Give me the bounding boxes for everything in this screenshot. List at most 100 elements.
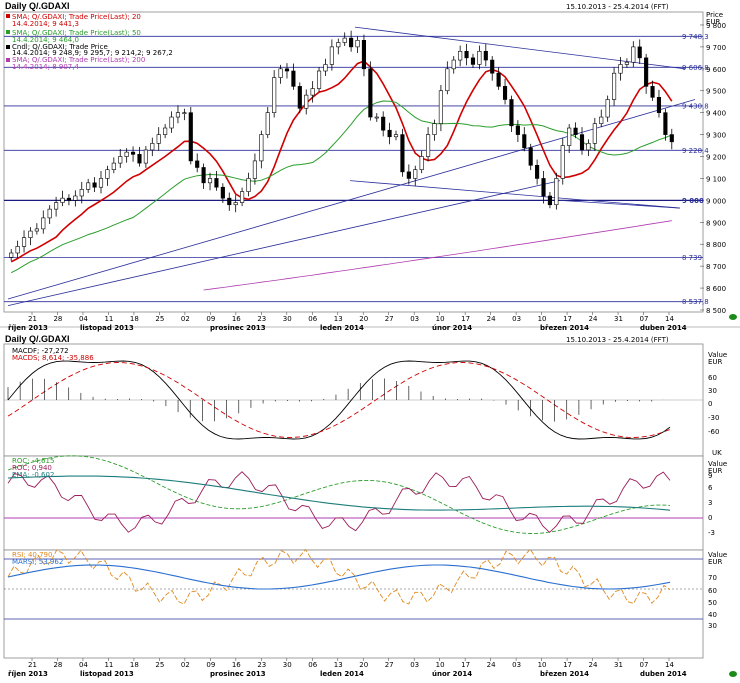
candle-body[interactable] (663, 112, 668, 135)
candle-body[interactable] (374, 116, 379, 119)
candle-body[interactable] (336, 42, 341, 48)
candle-body[interactable] (413, 169, 418, 179)
candle-body[interactable] (21, 237, 27, 247)
candle-body[interactable] (650, 86, 655, 98)
candle-body[interactable] (464, 50, 469, 59)
candle-body[interactable] (349, 37, 354, 48)
candle-body[interactable] (130, 151, 136, 155)
candle-body[interactable] (567, 127, 572, 146)
candle-body[interactable] (41, 217, 46, 230)
candle-body[interactable] (240, 191, 245, 203)
candle-body[interactable] (137, 154, 142, 164)
candle-body[interactable] (163, 127, 168, 135)
status-dot-icon-lower[interactable] (729, 671, 737, 677)
candle-body[interactable] (586, 143, 591, 151)
candle-body[interactable] (496, 72, 501, 87)
candle-body[interactable] (291, 70, 296, 87)
candle-body[interactable] (445, 68, 450, 92)
candle-body[interactable] (175, 112, 181, 118)
candle-body[interactable] (66, 197, 71, 201)
candle-body[interactable] (368, 68, 373, 118)
candle-body[interactable] (278, 68, 283, 78)
candle-body[interactable] (118, 156, 123, 164)
candle-body[interactable] (156, 134, 161, 144)
candle-body[interactable] (9, 252, 14, 258)
candle-body[interactable] (509, 99, 514, 127)
candle-body[interactable] (105, 169, 110, 179)
candle-body[interactable] (316, 70, 322, 89)
candle-body[interactable] (515, 125, 520, 135)
candle-body[interactable] (73, 195, 78, 201)
candle-body[interactable] (201, 167, 206, 184)
candle-body[interactable] (124, 151, 129, 157)
candle-body[interactable] (618, 64, 623, 74)
candle-body[interactable] (393, 134, 399, 138)
candle-body[interactable] (419, 156, 424, 170)
candle-body[interactable] (259, 134, 264, 162)
candle-body[interactable] (624, 61, 629, 65)
candle-body[interactable] (554, 178, 559, 206)
candle-body[interactable] (214, 178, 219, 188)
candle-body[interactable] (310, 88, 315, 96)
candle-body[interactable] (522, 134, 527, 149)
candle-body[interactable] (28, 230, 33, 238)
candle-body[interactable] (304, 94, 309, 109)
candle-body[interactable] (573, 127, 578, 135)
candle-body[interactable] (612, 72, 617, 100)
candle-body[interactable] (233, 202, 238, 206)
candle-body[interactable] (272, 77, 277, 113)
candle-body[interactable] (451, 59, 456, 70)
candle-body[interactable] (252, 160, 257, 179)
candle-body[interactable] (438, 90, 443, 124)
candle-body[interactable] (182, 112, 187, 114)
rsi-panel[interactable] (3, 549, 704, 659)
candle-body[interactable] (220, 186, 225, 199)
status-dot-icon[interactable] (729, 314, 737, 320)
candle-body[interactable] (656, 97, 662, 113)
candle-body[interactable] (426, 134, 431, 157)
candle-body[interactable] (355, 40, 360, 48)
candle-body[interactable] (592, 123, 597, 144)
candle-body[interactable] (188, 112, 193, 162)
candle-body[interactable] (381, 116, 386, 131)
candle-body[interactable] (541, 178, 546, 197)
candle-body[interactable] (579, 134, 585, 151)
candle-body[interactable] (265, 112, 270, 135)
candle-body[interactable] (342, 37, 347, 43)
candle-body[interactable] (458, 50, 463, 61)
candle-body[interactable] (644, 57, 649, 87)
candle-body[interactable] (15, 246, 20, 254)
candle-body[interactable] (79, 189, 84, 197)
candle-body[interactable] (477, 50, 482, 65)
candle-body[interactable] (631, 46, 636, 63)
candle-body[interactable] (195, 160, 200, 168)
candle-body[interactable] (246, 178, 251, 192)
candle-body[interactable] (535, 164, 540, 179)
candle-body[interactable] (470, 57, 476, 65)
candle-body[interactable] (400, 134, 405, 173)
candle-body[interactable] (54, 202, 59, 210)
candle-body[interactable] (547, 195, 553, 206)
candle-body[interactable] (98, 178, 104, 188)
candle-body[interactable] (490, 59, 495, 74)
candle-body[interactable] (502, 86, 508, 100)
candle-body[interactable] (284, 68, 290, 72)
candle-body[interactable] (227, 197, 232, 206)
roc-panel[interactable] (3, 455, 704, 551)
candle-body[interactable] (528, 147, 533, 166)
candle-body[interactable] (361, 40, 367, 70)
candle-body[interactable] (86, 182, 91, 190)
candle-body[interactable] (92, 182, 97, 188)
candle-body[interactable] (599, 116, 604, 124)
candle-body[interactable] (483, 50, 488, 61)
candle-body[interactable] (560, 145, 565, 179)
candle-body[interactable] (387, 129, 392, 138)
candle-body[interactable] (605, 99, 610, 118)
candle-body[interactable] (150, 143, 155, 151)
candle-body[interactable] (329, 46, 334, 65)
candle-body[interactable] (47, 208, 52, 219)
candle-body[interactable] (169, 116, 174, 129)
candle-body[interactable] (323, 64, 328, 72)
candle-body[interactable] (432, 123, 437, 135)
